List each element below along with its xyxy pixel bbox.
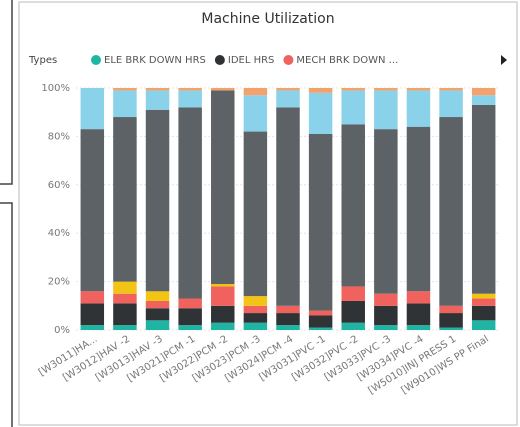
bar-segment [243,131,268,297]
bar-segment [276,90,300,108]
bar-segment [178,298,202,309]
bar-segment [374,325,398,330]
bar-segment [178,90,202,108]
bar-segment [178,88,202,91]
bar-segment [211,322,235,330]
bar-segment [308,133,333,311]
bar-segment [406,88,431,91]
bar-segment [211,88,235,91]
bar-segment [243,313,268,323]
bar-segment [374,293,398,306]
y-tick-label: 60% [48,180,70,191]
legend-swatch [283,55,294,65]
bar-segment [113,293,137,304]
bar-segment [276,313,300,326]
y-tick-label: 0% [54,325,70,336]
bar-segment [145,308,170,321]
bar-segment [243,322,268,330]
bar-segment [439,117,463,306]
bar-segment [439,90,463,118]
bar-segment [178,308,202,326]
bar-segment [145,291,170,301]
bar-segment [406,303,431,326]
bar-segment [80,88,105,130]
bar-segment [374,88,398,91]
bar-segment [145,300,170,309]
bar-segment [406,291,431,304]
bar-segment [211,284,235,287]
bar-segment [471,88,496,96]
y-tick-label: 20% [48,277,70,288]
bar-segment [80,129,105,292]
bar-segment [211,286,235,306]
bar-segment [276,107,300,306]
legend-swatch [91,55,101,65]
legend-label: MECH BRK DOWN ... [296,55,398,66]
bar-segment [406,126,431,292]
bar-segment [308,92,333,134]
bar-segment [178,107,202,299]
bar-segment [308,310,333,316]
bar-segment [113,281,137,294]
bar-segment [439,327,463,330]
bar-segment [145,88,170,91]
legend-label: IDEL HRS [228,55,275,66]
bar-segment [439,305,463,314]
chart-title: Machine Utilization [201,11,334,27]
bar-segment [374,305,398,326]
bar-segment [341,90,365,125]
y-tick-label: 100% [41,83,70,94]
legend-title: Types [28,55,57,66]
bar-segment [471,305,496,321]
y-tick-label: 80% [48,131,70,142]
bar-segment [178,325,202,330]
bar-segment [145,90,170,110]
bar-segment [145,320,170,330]
bar-segment [341,286,365,301]
bar-segment [308,327,333,330]
bar-segment [113,90,137,118]
bar-segment [341,124,365,287]
bar-segment [341,300,365,323]
bar-segment [80,303,105,326]
bar-segment [471,104,496,294]
bar-segment [211,90,235,285]
legend-scroll-arrow[interactable] [501,55,507,65]
bar-segment [276,305,300,314]
bar-segment [113,325,137,330]
bar-segment [308,88,333,93]
bar-segment [243,88,268,96]
bar-segment [80,291,105,304]
legend-label: ELE BRK DOWN HRS [104,55,206,66]
bar-segment [471,298,496,306]
bar-segment [145,109,170,292]
bar-segment [341,322,365,330]
bar-segment [243,95,268,132]
y-tick-label: 40% [48,228,70,239]
bar-segment [243,296,268,306]
bar-segment [406,90,431,127]
bar-segment [113,88,137,91]
bar-segment [243,305,268,314]
bar-segment [308,315,333,328]
bar-segment [374,129,398,294]
bar-segment [471,95,496,105]
bar-segment [211,305,235,323]
bar-segment [406,325,431,330]
bar-segment [341,88,365,91]
bar-segment [471,293,496,299]
bar-segment [113,303,137,326]
bar-segment [439,313,463,328]
bar-segment [80,325,105,330]
bar-segment [471,320,496,330]
bar-segment [374,90,398,130]
side-panel [0,0,13,185]
bar-segment [113,117,137,282]
legend-swatch [214,55,225,65]
bar-segment [276,325,300,330]
side-panel [0,202,13,427]
bar-segment [439,88,463,91]
bar-segment [276,88,300,91]
